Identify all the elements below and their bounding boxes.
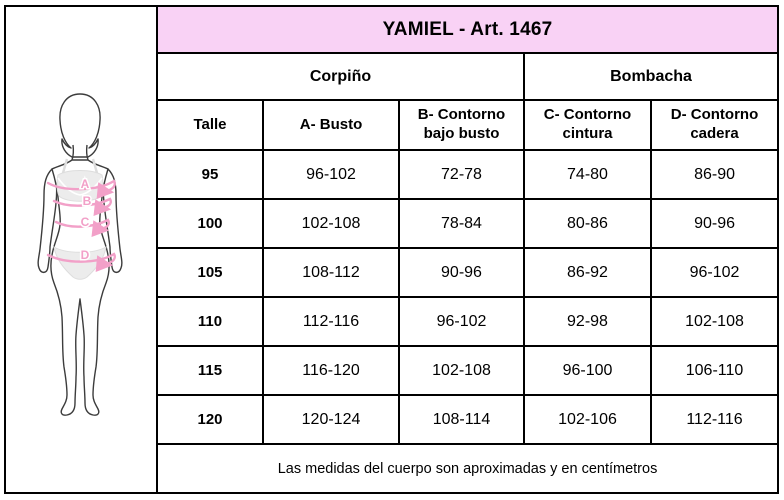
column-header-cintura: C- Contorno cintura	[523, 99, 652, 151]
size-row: 115 116-120 102-108 96-100 106-110	[5, 345, 780, 396]
talle-cell: 100	[156, 198, 264, 249]
column-header-row: Talle A- Busto B- Contorno bajo busto C-…	[5, 99, 780, 151]
size-row: 110 112-116 96-102 92-98 102-108	[5, 296, 780, 347]
busto-cell: 112-116	[262, 296, 400, 347]
talle-cell: 105	[156, 247, 264, 298]
cintura-cell: 80-86	[523, 198, 652, 249]
cadera-cell: 96-102	[649, 247, 780, 298]
busto-cell: 120-124	[262, 394, 400, 445]
footer-row: Las medidas del cuerpo son aproximadas y…	[5, 443, 780, 494]
cadera-cell: 106-110	[649, 345, 780, 396]
bajo-busto-cell: 108-114	[398, 394, 525, 445]
cintura-cell: 96-100	[523, 345, 652, 396]
column-header-cadera: D- Contorno cadera	[649, 99, 780, 151]
bajo-busto-cell: 96-102	[398, 296, 525, 347]
cintura-cell: 92-98	[523, 296, 652, 347]
size-row: 120 120-124 108-114 102-106 112-116	[5, 394, 780, 445]
measurement-labels: A B C D	[79, 176, 93, 264]
label-a: A	[81, 177, 90, 191]
talle-cell: 110	[156, 296, 264, 347]
title-row: A B C D YAMIEL - Art. 1467	[4, 5, 780, 494]
group-header-row: Corpiño Bombacha	[5, 52, 780, 101]
busto-cell: 108-112	[262, 247, 400, 298]
busto-cell: 96-102	[262, 149, 400, 200]
arrow-b-underbust	[52, 197, 112, 216]
bajo-busto-cell: 72-78	[398, 149, 525, 200]
measurement-arrows	[46, 179, 116, 273]
size-chart: A B C D YAMIEL - Art. 1467 Corpiño Bomba…	[4, 5, 780, 494]
label-d: D	[81, 248, 90, 262]
footer-note: Las medidas del cuerpo son aproximadas y…	[155, 443, 780, 494]
panty-illustration	[53, 246, 107, 280]
cadera-cell: 112-116	[649, 394, 780, 445]
talle-cell: 120	[156, 394, 264, 445]
bajo-busto-cell: 90-96	[398, 247, 525, 298]
group-corpino: Corpiño	[156, 52, 525, 101]
chart-title: YAMIEL - Art. 1467	[155, 5, 780, 54]
arrow-a-bust	[46, 179, 116, 200]
cintura-cell: 74-80	[523, 149, 652, 200]
cintura-cell: 102-106	[523, 394, 652, 445]
arrow-c-waist	[54, 218, 110, 237]
talle-cell: 95	[156, 149, 264, 200]
bajo-busto-cell: 78-84	[398, 198, 525, 249]
figure-panel: A B C D	[4, 5, 158, 494]
cadera-cell: 90-96	[649, 198, 780, 249]
cintura-cell: 86-92	[523, 247, 652, 298]
column-header-busto: A- Busto	[262, 99, 400, 151]
bajo-busto-cell: 102-108	[398, 345, 525, 396]
column-header-bajo-busto: B- Contorno bajo busto	[398, 99, 525, 151]
size-row: 95 96-102 72-78 74-80 86-90	[5, 149, 780, 200]
busto-cell: 102-108	[262, 198, 400, 249]
size-row: 100 102-108 78-84 80-86 90-96	[5, 198, 780, 249]
size-row: 105 108-112 90-96 86-92 96-102	[5, 247, 780, 298]
label-b: B	[83, 194, 92, 208]
talle-cell: 115	[156, 345, 264, 396]
arrow-d-hip	[46, 252, 116, 273]
body-measurement-figure: A B C D	[37, 93, 123, 416]
busto-cell: 116-120	[262, 345, 400, 396]
cadera-cell: 102-108	[649, 296, 780, 347]
group-bombacha: Bombacha	[522, 52, 780, 101]
cadera-cell: 86-90	[649, 149, 780, 200]
label-c: C	[81, 215, 90, 229]
column-header-talle: Talle	[156, 99, 264, 151]
